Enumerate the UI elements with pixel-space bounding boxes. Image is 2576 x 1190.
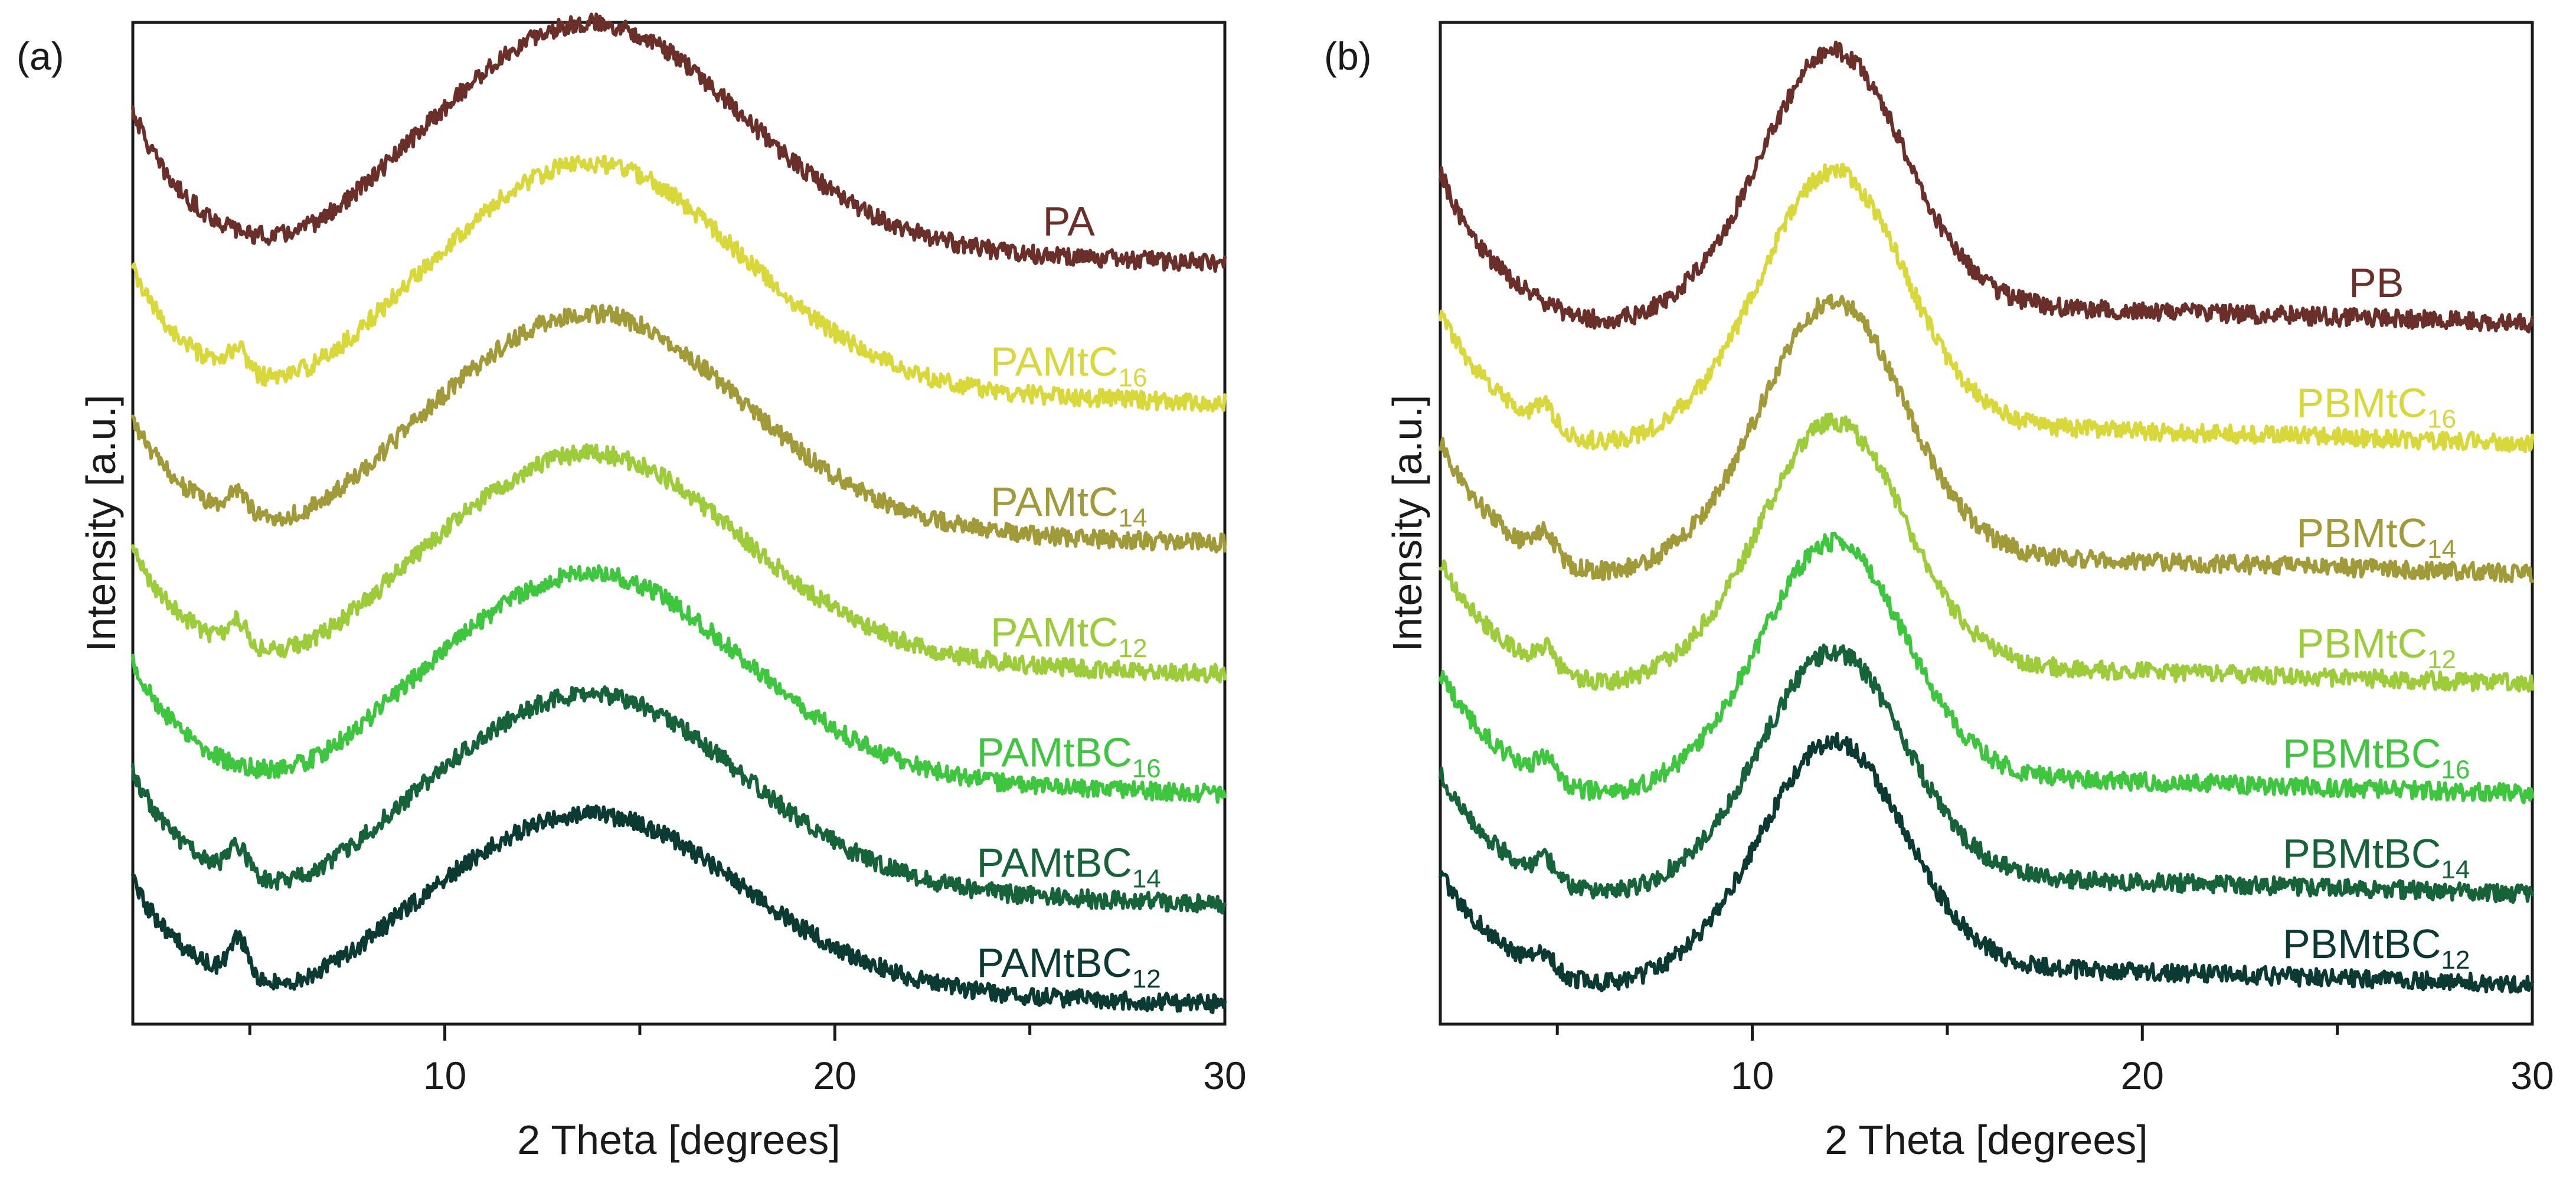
series-line-PAMtBC16 — [131, 564, 1227, 804]
series-label-base: PAMtBC — [977, 730, 1132, 776]
x-axis-label: 2 Theta [degrees] — [517, 1117, 840, 1163]
series-label-base: PBMtBC — [2283, 921, 2441, 967]
series-label-PBMtC14: PBMtC14 — [2296, 510, 2456, 564]
x-tick-label: 10 — [1731, 1054, 1774, 1097]
series-label-PAMtBC16: PAMtBC16 — [977, 730, 1161, 783]
series-label-PBMtC16: PBMtC16 — [2296, 380, 2456, 434]
series-label-PA: PA — [1043, 198, 1095, 244]
series-line-PAMtC12 — [131, 443, 1227, 684]
x-axis-label: 2 Theta [degrees] — [1825, 1117, 2147, 1163]
series-line-PB — [1439, 40, 2534, 334]
series-label-base: PBMtC — [2296, 620, 2427, 666]
series-label-PBMtBC12: PBMtBC12 — [2283, 921, 2470, 975]
x-tick-label: 20 — [813, 1054, 857, 1097]
series-label-base: PBMtBC — [2283, 831, 2441, 877]
series-label-subscript: 14 — [1118, 504, 1147, 532]
series-label-PB: PB — [2349, 260, 2404, 306]
series-label-PAMtBC12: PAMtBC12 — [977, 940, 1161, 993]
plot-frame — [131, 21, 1227, 1026]
series-label-PAMtC14: PAMtC14 — [990, 479, 1147, 532]
y-axis-label: Intensity [a.u.] — [78, 395, 124, 652]
series-line-PAMtBC14 — [131, 685, 1227, 915]
panel-label: (a) — [17, 34, 64, 78]
series-line-PAMtC16 — [131, 155, 1227, 413]
series-line-PAMtBC12 — [131, 804, 1227, 1014]
series-line-PBMtBC12 — [1439, 731, 2534, 994]
series-label-subscript: 16 — [2427, 405, 2456, 434]
series-label-subscript: 16 — [2441, 756, 2470, 784]
x-tick-label: 30 — [2510, 1054, 2554, 1097]
panel-label: (b) — [1324, 34, 1372, 78]
series-label-subscript: 12 — [2441, 946, 2470, 975]
series-line-PBMtC14 — [1439, 293, 2534, 584]
series-label-subscript: 16 — [1132, 754, 1161, 783]
y-axis-label: Intensity [a.u.] — [1384, 395, 1430, 652]
series-label-PBMtC12: PBMtC12 — [2296, 620, 2456, 674]
series-label-subscript: 16 — [1118, 364, 1147, 393]
series-label-subscript: 12 — [2427, 645, 2456, 674]
series-label-PAMtC12: PAMtC12 — [990, 609, 1147, 663]
x-tick-label: 10 — [423, 1054, 466, 1097]
series-label-base: PAMtBC — [977, 839, 1132, 885]
series-label-base: PAMtC — [990, 339, 1119, 385]
series-label-base: PAMtBC — [977, 940, 1132, 986]
plot-frame — [1439, 21, 2534, 1026]
series-label-PBMtBC14: PBMtBC14 — [2283, 831, 2470, 884]
panel-b: 10 20 30 (b) 2 Theta [degrees] Intensity [a.u… — [1324, 21, 2554, 1163]
series-label-subscript: 12 — [1118, 634, 1147, 663]
series-label-base: PBMtBC — [2283, 731, 2441, 777]
series-label-base: PA — [1043, 198, 1095, 244]
series-label-subscript: 14 — [1132, 864, 1161, 893]
series-line-PBMtC12 — [1439, 412, 2534, 693]
series-label-PAMtC16: PAMtC16 — [990, 339, 1147, 393]
series-label-subscript: 14 — [2427, 535, 2456, 564]
series-label-PAMtBC14: PAMtBC14 — [977, 839, 1161, 893]
series-line-PBMtBC14 — [1439, 643, 2534, 904]
series-label-PBMtBC16: PBMtBC16 — [2283, 731, 2470, 784]
panel-a: 10 20 30 (a) 2 Theta [degrees] Intensity [a.u… — [17, 12, 1247, 1163]
series-label-base: PBMtC — [2296, 510, 2427, 556]
series-line-PAMtC14 — [131, 303, 1227, 554]
series-label-base: PAMtC — [990, 609, 1119, 655]
series-label-subscript: 14 — [2441, 855, 2470, 884]
series-line-PBMtC16 — [1439, 163, 2534, 453]
series-label-base: PBMtC — [2296, 380, 2427, 426]
x-tick-label: 30 — [1203, 1054, 1246, 1097]
series-line-PA — [131, 12, 1227, 273]
series-label-subscript: 12 — [1132, 965, 1161, 993]
series-label-base: PAMtC — [990, 479, 1119, 525]
series-label-base: PB — [2349, 260, 2404, 306]
series-line-PBMtBC16 — [1439, 531, 2534, 805]
x-tick-label: 20 — [2121, 1054, 2164, 1097]
